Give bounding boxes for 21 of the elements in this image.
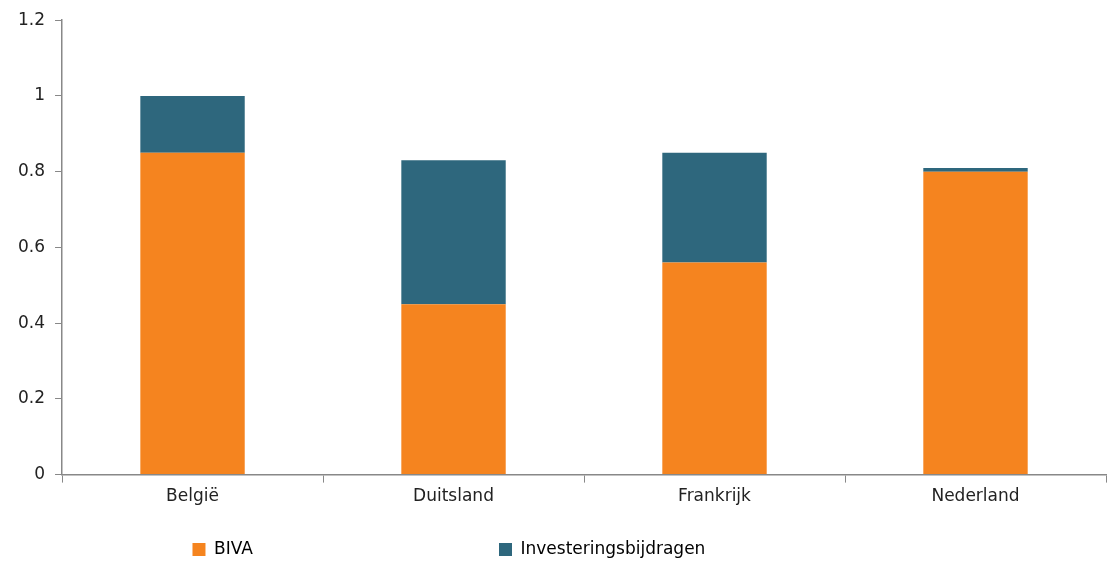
x-tick-label: België (166, 485, 219, 506)
bar (140, 95, 245, 153)
y-tick-label: 0.4 (17, 311, 46, 332)
y-tick-label: 0.2 (17, 387, 46, 408)
y-tick-label: 0.8 (17, 160, 46, 181)
bar (923, 171, 1028, 475)
x-tick-label: Duitsland (413, 485, 494, 506)
bar (662, 152, 767, 263)
legend-label: Investeringsbijdragen (520, 537, 922, 558)
bar (662, 262, 767, 475)
bar (923, 167, 1028, 172)
bar (401, 160, 506, 305)
legend-label: BIVA (213, 537, 469, 558)
bar (140, 152, 245, 475)
x-tick-label: Frankrijk (678, 485, 752, 506)
y-tick-label: 1.2 (17, 8, 46, 29)
bar (401, 304, 506, 475)
x-tick-label: Nederland (931, 485, 1020, 506)
y-tick-label: 0 (34, 463, 46, 484)
y-tick-label: 0.6 (17, 235, 46, 256)
y-tick-label: 1 (34, 84, 46, 105)
